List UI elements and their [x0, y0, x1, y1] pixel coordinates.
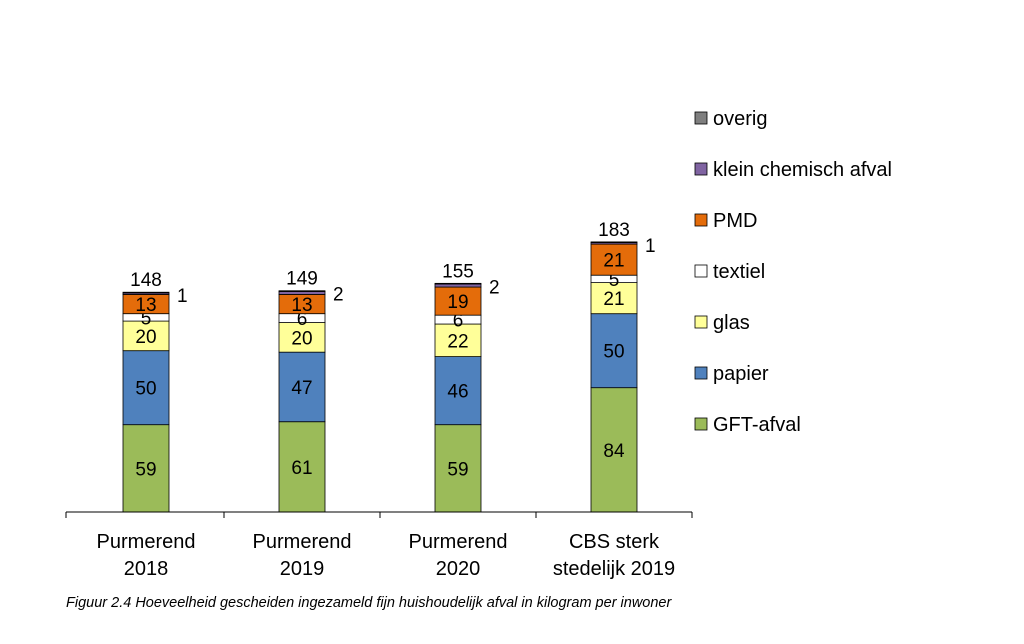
bar-segment-klein-chemisch-afval [434, 283, 482, 288]
legend-label: klein chemisch afval [713, 159, 892, 181]
data-label: 13 [291, 295, 312, 316]
category-label: stedelijk 2019 [553, 558, 675, 580]
data-label: 6 [453, 311, 464, 332]
data-label: 22 [447, 331, 468, 352]
data-label: 61 [291, 458, 312, 479]
bar-segment-overig [434, 282, 482, 285]
data-label: 19 [447, 292, 468, 313]
total-label: 155 [442, 261, 474, 282]
bar-segment-overig [278, 290, 326, 292]
data-label: 47 [291, 378, 312, 399]
category-label: 2018 [124, 558, 169, 580]
data-label: 5 [141, 308, 152, 329]
data-label: 21 [603, 289, 624, 310]
bar-segment-gft-afval [278, 421, 326, 513]
data-label: 46 [447, 382, 468, 403]
bar-segment-glas [278, 322, 326, 353]
legend-swatch-papier [694, 366, 708, 380]
total-label: 148 [130, 270, 162, 291]
chemisch-label: 1 [177, 286, 188, 307]
data-label: 50 [135, 379, 156, 400]
legend-swatch-klein-chemisch-afval [694, 162, 708, 176]
bar-segment-papier [590, 313, 638, 389]
bar-segment-gft-afval [590, 387, 638, 513]
chemisch-label: 1 [645, 236, 656, 257]
data-label: 84 [603, 441, 625, 462]
stacked-bar-chart: 5950205131481Purmerend20186147206131492P… [65, 108, 892, 580]
legend-label: textiel [713, 261, 765, 283]
legend-label: overig [713, 108, 767, 130]
total-label: 149 [286, 269, 318, 290]
legend-swatch-pmd [694, 213, 708, 227]
legend-label: glas [713, 312, 750, 334]
data-label: 21 [603, 251, 624, 272]
legend-swatch-overig [694, 111, 708, 125]
bar-segment-pmd [434, 286, 482, 316]
data-label: 13 [135, 295, 156, 316]
category-label: Purmerend [253, 531, 352, 553]
data-label: 50 [603, 342, 624, 363]
data-label: 5 [609, 270, 620, 291]
category-label: CBS sterk [569, 531, 660, 553]
bar-segment-glas [434, 323, 482, 358]
chemisch-label: 2 [489, 277, 500, 298]
legend-swatch-glas [694, 315, 708, 329]
category-label: 2020 [436, 558, 481, 580]
legend-swatch-gft-afval [694, 417, 708, 431]
legend-label: PMD [713, 210, 757, 232]
data-label: 6 [297, 309, 308, 330]
bar-segment-glas [590, 282, 638, 315]
bar-segment-papier [122, 350, 170, 426]
data-label: 20 [291, 328, 312, 349]
chemisch-label: 2 [333, 285, 344, 306]
figure-caption: Figuur 2.4 Hoeveelheid gescheiden ingeza… [66, 595, 672, 611]
data-label: 59 [447, 459, 468, 480]
bar-segment-gft-afval [434, 424, 482, 513]
category-label: Purmerend [97, 531, 196, 553]
category-label: 2019 [280, 558, 325, 580]
bar-segment-papier [278, 351, 326, 423]
legend-label: papier [713, 363, 769, 385]
data-label: 59 [135, 459, 156, 480]
category-label: Purmerend [409, 531, 508, 553]
legend-swatch-textiel [694, 264, 708, 278]
total-label: 183 [598, 220, 630, 241]
legend-label: GFT-afval [713, 414, 801, 436]
bar-segment-overig [122, 291, 170, 294]
data-label: 20 [135, 327, 156, 348]
bar-segment-pmd [590, 243, 638, 276]
bar-segment-gft-afval [122, 424, 170, 513]
bar-segment-overig [590, 241, 638, 244]
bar-segment-klein-chemisch-afval [278, 291, 326, 295]
